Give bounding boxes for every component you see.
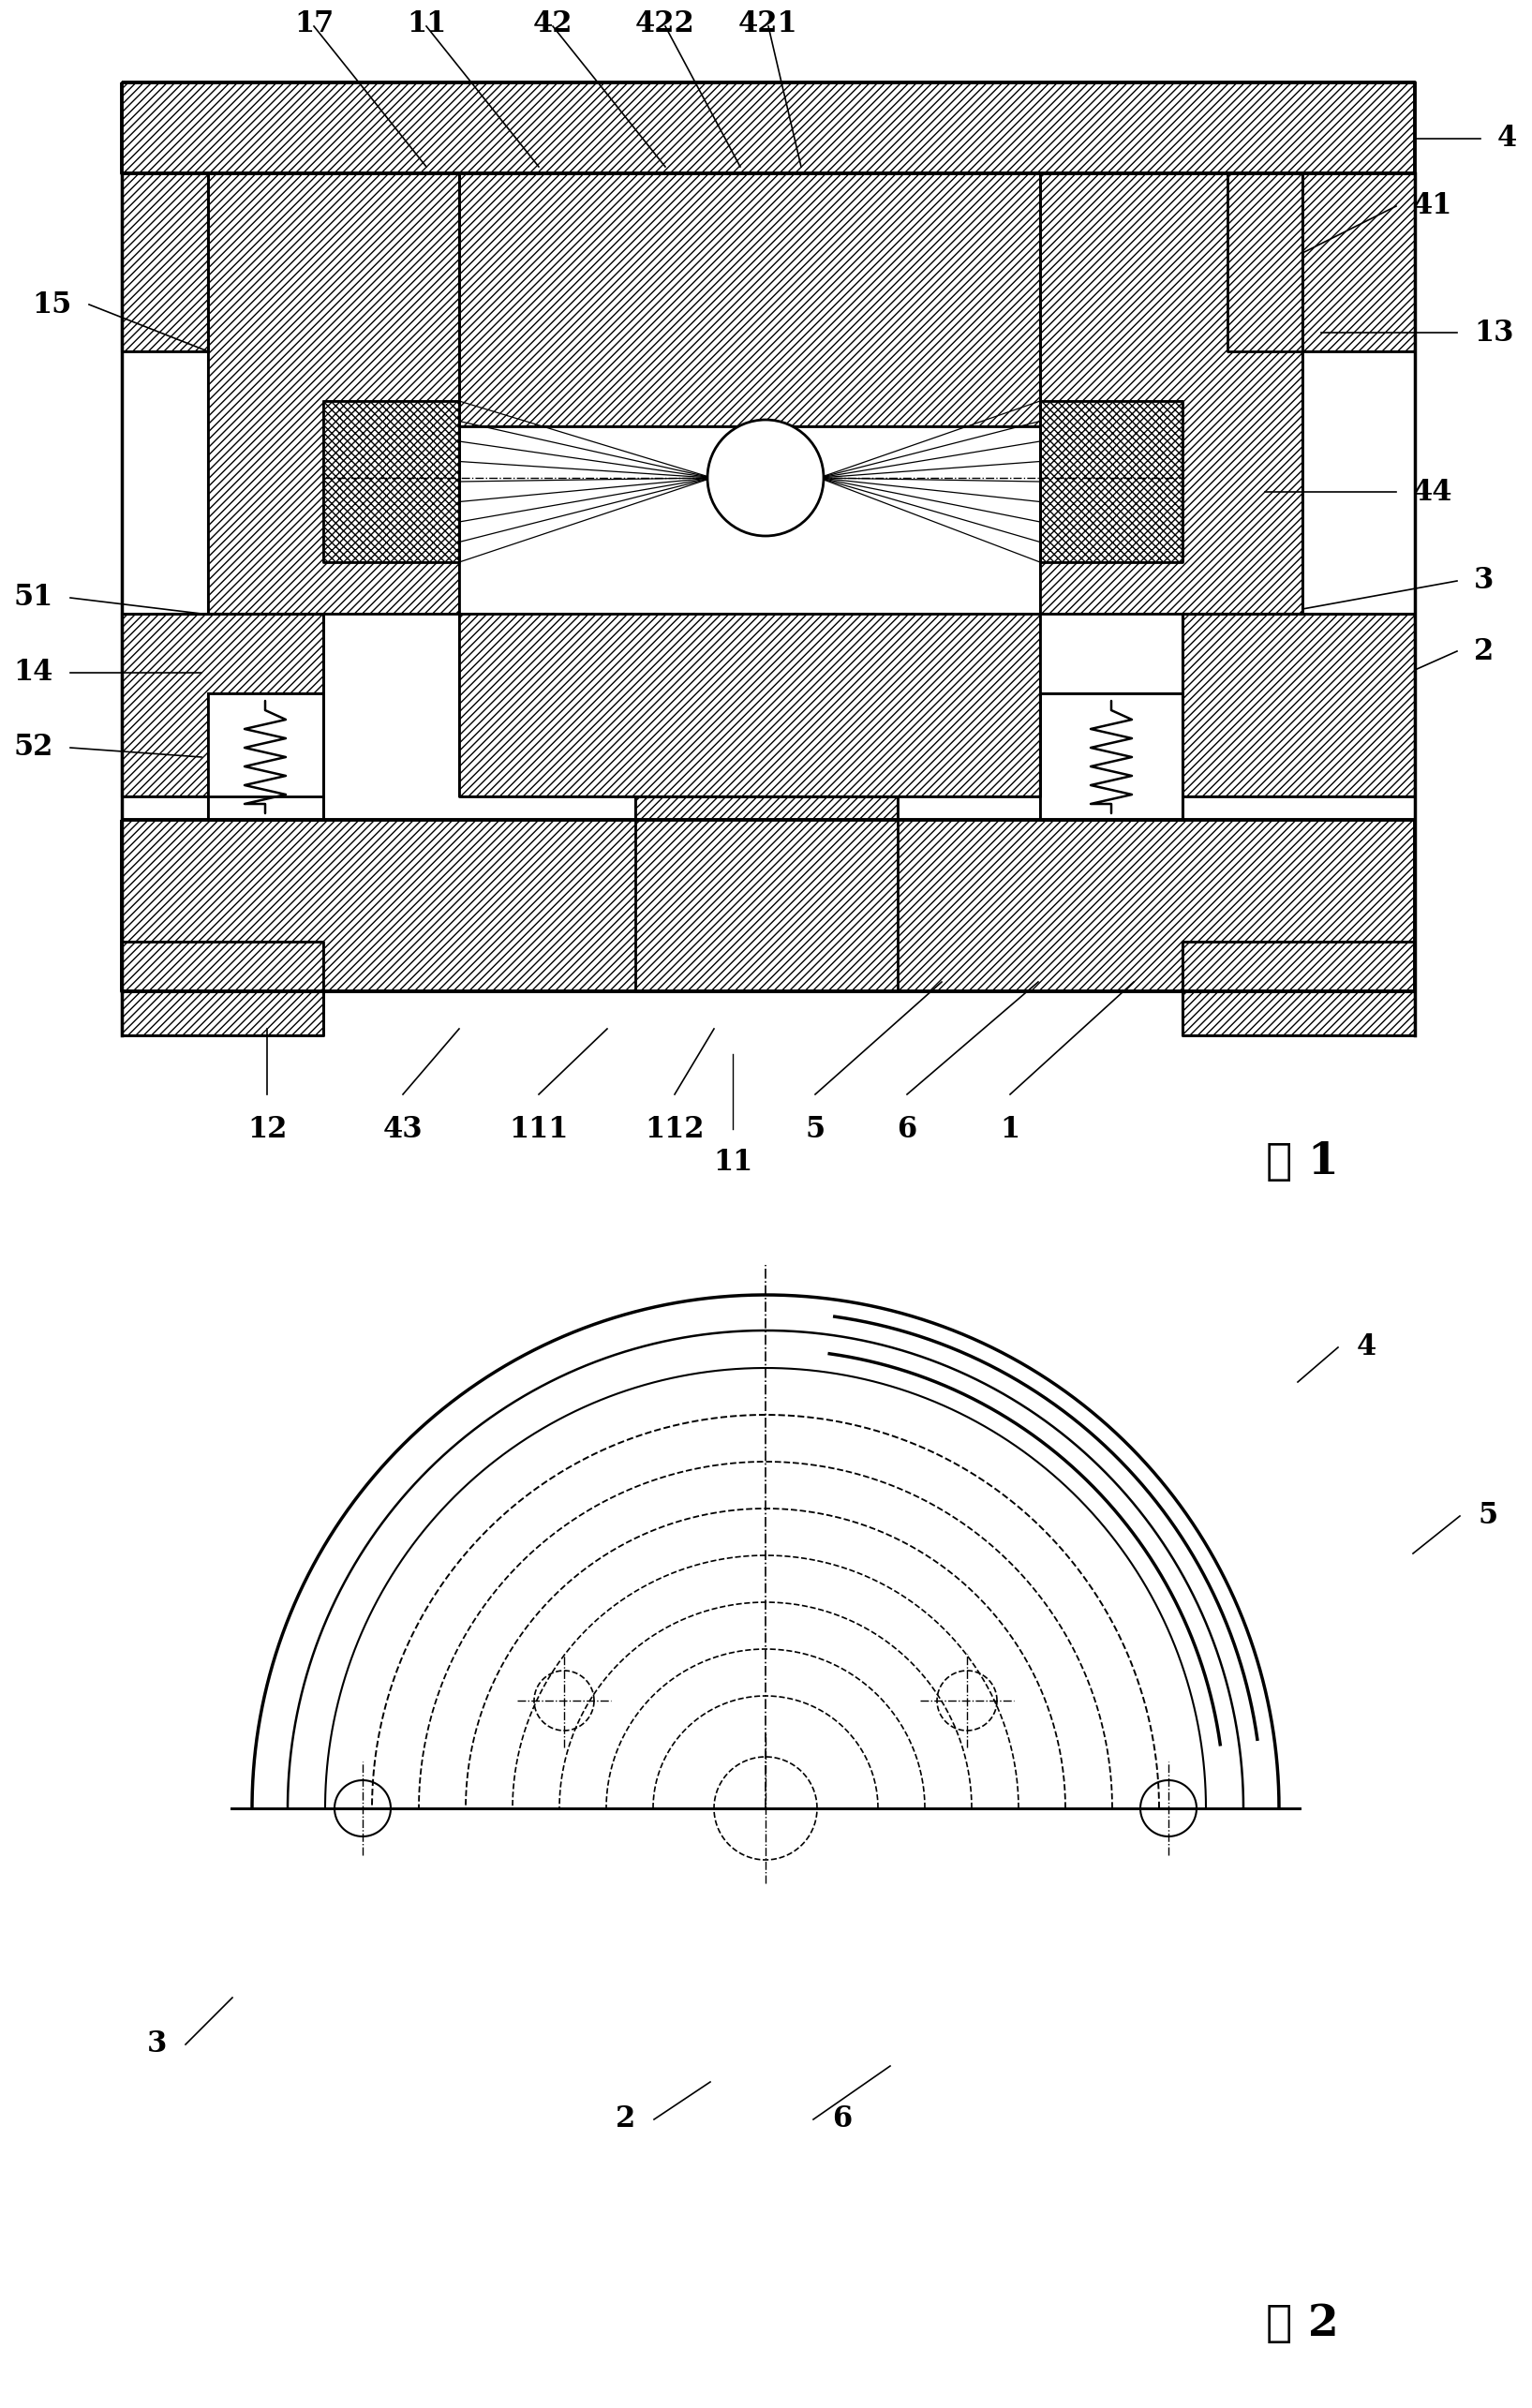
Text: 图 2: 图 2	[1265, 2302, 1339, 2345]
Text: 51: 51	[14, 583, 54, 612]
Text: 6: 6	[832, 2105, 852, 2133]
Text: 12: 12	[247, 1115, 286, 1144]
Polygon shape	[460, 173, 1040, 426]
Polygon shape	[1040, 402, 1183, 561]
Text: 3: 3	[1474, 566, 1494, 595]
Circle shape	[708, 419, 824, 537]
Polygon shape	[636, 797, 898, 992]
Polygon shape	[123, 614, 323, 797]
Polygon shape	[1183, 614, 1416, 797]
Text: 111: 111	[509, 1115, 568, 1144]
Text: 44: 44	[1413, 477, 1452, 506]
Text: 421: 421	[738, 10, 798, 39]
Polygon shape	[208, 694, 323, 819]
Text: 112: 112	[645, 1115, 705, 1144]
Text: 4: 4	[1357, 1334, 1377, 1363]
Polygon shape	[460, 614, 1040, 797]
Polygon shape	[123, 173, 208, 352]
Text: 14: 14	[14, 657, 54, 686]
Text: 13: 13	[1474, 318, 1514, 347]
Text: 2: 2	[1474, 636, 1494, 665]
Text: 5: 5	[806, 1115, 826, 1144]
Text: 11: 11	[406, 10, 446, 39]
Text: 42: 42	[533, 10, 573, 39]
Polygon shape	[323, 402, 460, 561]
Text: 图 1: 图 1	[1265, 1141, 1339, 1182]
Polygon shape	[1183, 942, 1416, 1035]
Text: 2: 2	[616, 2105, 636, 2133]
Polygon shape	[123, 82, 1416, 173]
Text: 6: 6	[898, 1115, 918, 1144]
Polygon shape	[1040, 173, 1302, 614]
Text: 422: 422	[636, 10, 696, 39]
Text: 17: 17	[294, 10, 334, 39]
Text: 4: 4	[1497, 125, 1517, 154]
Text: 15: 15	[32, 289, 72, 318]
Polygon shape	[1227, 173, 1416, 352]
Text: 11: 11	[712, 1149, 752, 1178]
Text: 5: 5	[1478, 1503, 1498, 1531]
Polygon shape	[1040, 694, 1183, 819]
Text: 1: 1	[1000, 1115, 1020, 1144]
Text: 43: 43	[383, 1115, 423, 1144]
Text: 41: 41	[1413, 193, 1452, 222]
Text: 52: 52	[14, 732, 54, 763]
Polygon shape	[208, 173, 460, 614]
Text: 3: 3	[147, 2030, 167, 2059]
Polygon shape	[123, 819, 1416, 992]
Polygon shape	[123, 942, 323, 1035]
